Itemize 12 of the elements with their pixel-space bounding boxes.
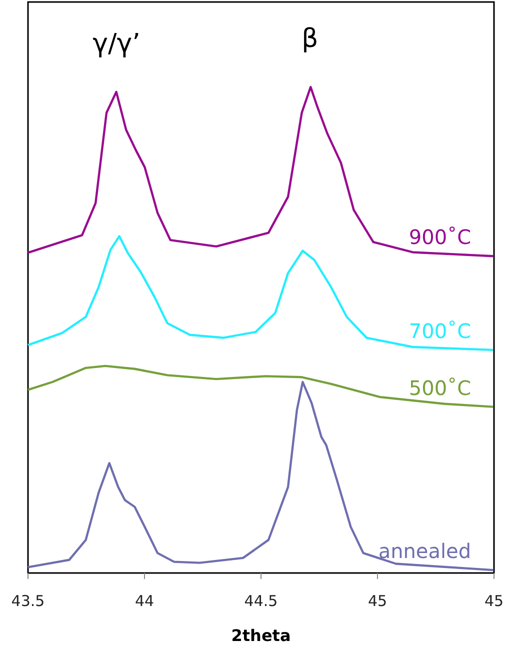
x-tick-label: 44: [134, 592, 154, 610]
x-tick-label: 45: [484, 592, 504, 610]
series-label: annealed: [378, 539, 472, 564]
x-tick-label: 45: [368, 592, 388, 610]
series-label: 700˚C: [408, 318, 472, 343]
series-label: 900˚C: [408, 225, 472, 250]
annotation: β: [302, 24, 318, 54]
x-tick-label: 44.5: [244, 592, 278, 610]
series-label: 500˚C: [408, 376, 472, 400]
x-tick-label: 43.5: [11, 592, 45, 610]
annotation: γ/γ’: [92, 28, 140, 59]
x-axis-title: 2theta: [231, 626, 291, 645]
